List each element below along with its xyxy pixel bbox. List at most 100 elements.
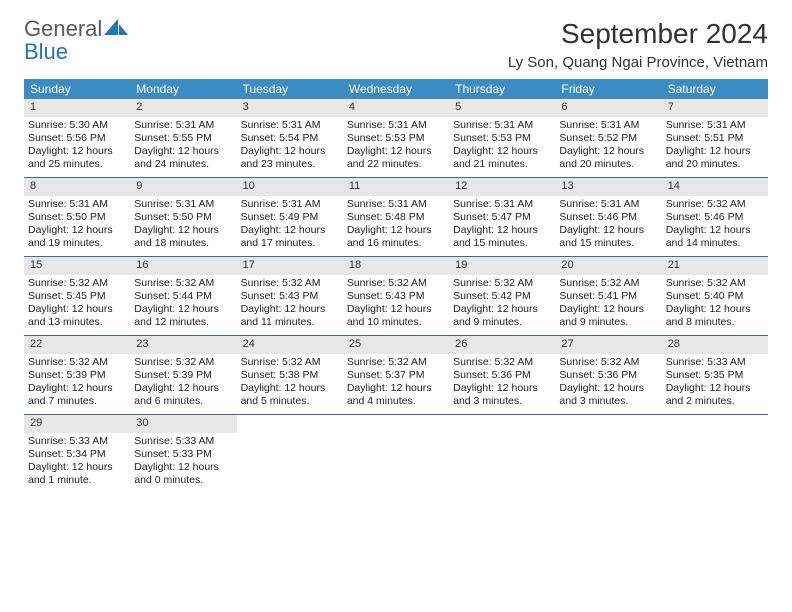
daylight-text: Daylight: 12 hours and 6 minutes. [134,382,232,408]
day-cell [343,415,449,493]
weekday-header: Friday [555,79,661,99]
day-cell: 3 Sunrise: 5:31 AMSunset: 5:54 PMDaylight… [237,99,343,177]
daylight-text: Daylight: 12 hours and 3 minutes. [559,382,657,408]
day-cell: 5Sunrise: 5:31 AMSunset: 5:53 PMDaylight… [449,99,555,177]
daylight-text: Daylight: 12 hours and 17 minutes. [241,224,339,250]
daylight-text: Daylight: 12 hours and 20 minutes. [559,145,657,171]
day-body: Sunrise: 5:31 AMSunset: 5:55 PMDaylight:… [130,119,236,172]
day-number: 18 [343,257,449,275]
daylight-text: Daylight: 12 hours and 21 minutes. [453,145,551,171]
day-body: Sunrise: 5:31 AMSunset: 5:50 PMDaylight:… [130,198,236,251]
day-body: Sunrise: 5:31 AMSunset: 5:48 PMDaylight:… [343,198,449,251]
daylight-text: Daylight: 12 hours and 20 minutes. [666,145,764,171]
sunrise-text: Sunrise: 5:31 AM [134,198,232,211]
day-cell: 21Sunrise: 5:32 AMSunset: 5:40 PMDayligh… [662,257,768,335]
sunset-text: Sunset: 5:35 PM [666,369,764,382]
daylight-text: Daylight: 12 hours and 14 minutes. [666,224,764,250]
weekday-header: Sunday [24,79,130,99]
daylight-text: Daylight: 12 hours and 15 minutes. [559,224,657,250]
sunset-text: Sunset: 5:53 PM [453,132,551,145]
day-cell: 18Sunrise: 5:32 AMSunset: 5:43 PMDayligh… [343,257,449,335]
daylight-text: Daylight: 12 hours and 22 minutes. [347,145,445,171]
day-cell [449,415,555,493]
sunrise-text: Sunrise: 5:31 AM [241,198,339,211]
daylight-text: Daylight: 12 hours and 9 minutes. [559,303,657,329]
day-number: 11 [343,178,449,196]
daylight-text: Daylight: 12 hours and 25 minutes. [28,145,126,171]
day-number: 1 [24,99,130,117]
day-cell: 15Sunrise: 5:32 AMSunset: 5:45 PMDayligh… [24,257,130,335]
day-number: 19 [449,257,555,275]
sunset-text: Sunset: 5:46 PM [666,211,764,224]
sunset-text: Sunset: 5:53 PM [347,132,445,145]
day-cell [662,415,768,493]
week-row: 22Sunrise: 5:32 AMSunset: 5:39 PMDayligh… [24,336,768,415]
day-number: 3 [237,99,343,117]
daylight-text: Daylight: 12 hours and 2 minutes. [666,382,764,408]
sunset-text: Sunset: 5:41 PM [559,290,657,303]
daylight-text: Daylight: 12 hours and 18 minutes. [134,224,232,250]
sunrise-text: Sunrise: 5:32 AM [453,356,551,369]
weekday-header-row: SundayMondayTuesdayWednesdayThursdayFrid… [24,79,768,99]
sunset-text: Sunset: 5:38 PM [241,369,339,382]
daylight-text: Daylight: 12 hours and 24 minutes. [134,145,232,171]
day-cell: 25Sunrise: 5:32 AMSunset: 5:37 PMDayligh… [343,336,449,414]
sunset-text: Sunset: 5:52 PM [559,132,657,145]
day-body: Sunrise: 5:31 AMSunset: 5:54 PMDaylight:… [237,119,343,172]
day-number: 23 [130,336,236,354]
day-cell: 19Sunrise: 5:32 AMSunset: 5:42 PMDayligh… [449,257,555,335]
sunrise-text: Sunrise: 5:32 AM [666,277,764,290]
daylight-text: Daylight: 12 hours and 16 minutes. [347,224,445,250]
sunrise-text: Sunrise: 5:31 AM [559,198,657,211]
day-body: Sunrise: 5:32 AMSunset: 5:41 PMDaylight:… [555,277,661,330]
weekday-header: Monday [130,79,236,99]
day-cell: 6Sunrise: 5:31 AMSunset: 5:52 PMDaylight… [555,99,661,177]
day-number: 2 [130,99,236,117]
day-number: 29 [24,415,130,433]
daylight-text: Daylight: 12 hours and 12 minutes. [134,303,232,329]
logo-text-block: General Blue [24,18,130,64]
day-number: 16 [130,257,236,275]
sunset-text: Sunset: 5:50 PM [134,211,232,224]
logo-word2: Blue [24,39,68,64]
day-body: Sunrise: 5:31 AMSunset: 5:52 PMDaylight:… [555,119,661,172]
daylight-text: Daylight: 12 hours and 1 minute. [28,461,126,487]
daylight-text: Daylight: 12 hours and 3 minutes. [453,382,551,408]
day-cell: 24Sunrise: 5:32 AMSunset: 5:38 PMDayligh… [237,336,343,414]
daylight-text: Daylight: 12 hours and 8 minutes. [666,303,764,329]
sunrise-text: Sunrise: 5:33 AM [666,356,764,369]
sunset-text: Sunset: 5:36 PM [559,369,657,382]
sunset-text: Sunset: 5:47 PM [453,211,551,224]
day-cell: 9 Sunrise: 5:31 AMSunset: 5:50 PMDaylight… [130,178,236,256]
sunrise-text: Sunrise: 5:32 AM [241,277,339,290]
day-cell: 30Sunrise: 5:33 AMSunset: 5:33 PMDayligh… [130,415,236,493]
sunrise-text: Sunrise: 5:31 AM [241,119,339,132]
day-body: Sunrise: 5:33 AMSunset: 5:35 PMDaylight:… [662,356,768,409]
day-body: Sunrise: 5:32 AMSunset: 5:36 PMDaylight:… [555,356,661,409]
daylight-text: Daylight: 12 hours and 19 minutes. [28,224,126,250]
day-body: Sunrise: 5:32 AMSunset: 5:46 PMDaylight:… [662,198,768,251]
sunrise-text: Sunrise: 5:33 AM [134,435,232,448]
day-cell [555,415,661,493]
day-cell: 13Sunrise: 5:31 AMSunset: 5:46 PMDayligh… [555,178,661,256]
sunrise-text: Sunrise: 5:31 AM [453,119,551,132]
weekday-header: Tuesday [237,79,343,99]
day-number: 13 [555,178,661,196]
day-cell: 26Sunrise: 5:32 AMSunset: 5:36 PMDayligh… [449,336,555,414]
day-cell: 17Sunrise: 5:32 AMSunset: 5:43 PMDayligh… [237,257,343,335]
day-cell: 22Sunrise: 5:32 AMSunset: 5:39 PMDayligh… [24,336,130,414]
logo: General Blue [24,18,130,64]
sunrise-text: Sunrise: 5:30 AM [28,119,126,132]
sunrise-text: Sunrise: 5:31 AM [666,119,764,132]
day-body: Sunrise: 5:32 AMSunset: 5:39 PMDaylight:… [130,356,236,409]
day-number: 9 [130,178,236,196]
day-cell: 29Sunrise: 5:33 AMSunset: 5:34 PMDayligh… [24,415,130,493]
daylight-text: Daylight: 12 hours and 9 minutes. [453,303,551,329]
day-cell: 10Sunrise: 5:31 AMSunset: 5:49 PMDayligh… [237,178,343,256]
sunset-text: Sunset: 5:49 PM [241,211,339,224]
sunrise-text: Sunrise: 5:32 AM [134,277,232,290]
sunrise-text: Sunrise: 5:32 AM [241,356,339,369]
sunrise-text: Sunrise: 5:31 AM [134,119,232,132]
day-cell: 4Sunrise: 5:31 AMSunset: 5:53 PMDaylight… [343,99,449,177]
logo-word1: General [24,16,102,41]
